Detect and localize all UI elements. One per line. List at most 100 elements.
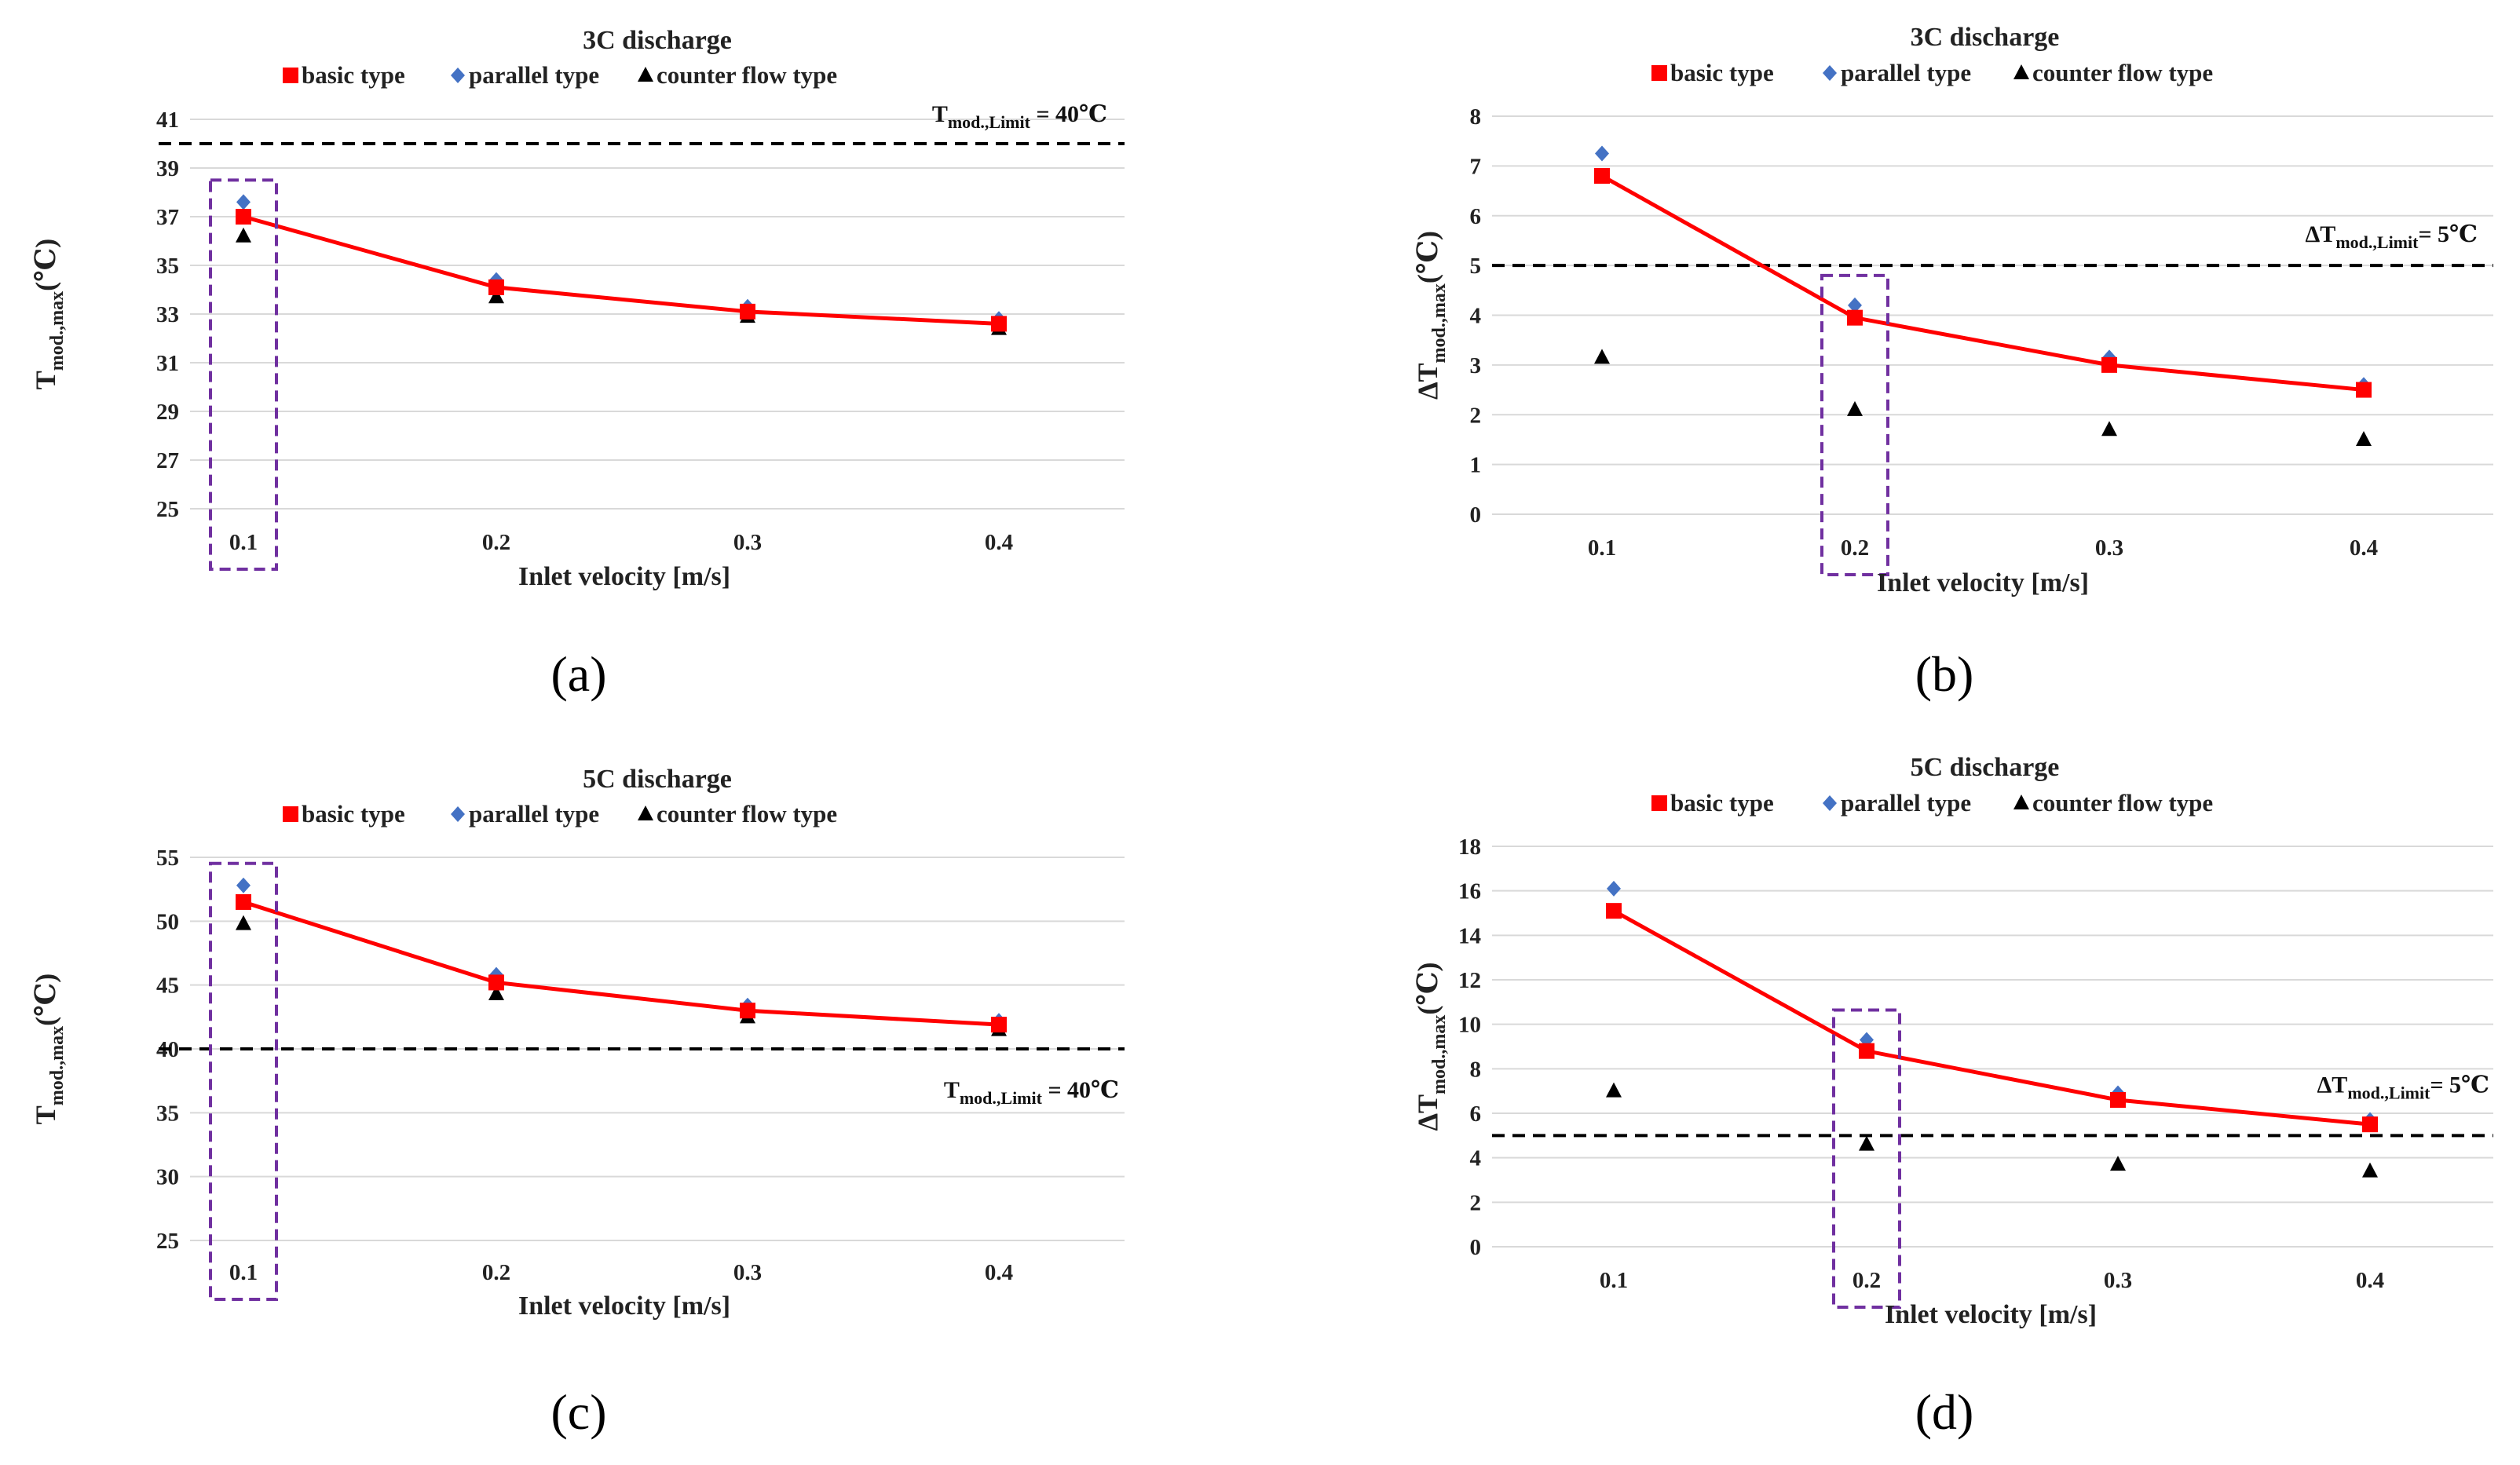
highlight-box	[1820, 273, 1889, 576]
panel-label: (a)	[550, 646, 606, 702]
y-tick-label: 5	[1470, 254, 1482, 279]
legend-label: basic type	[302, 800, 405, 827]
y-tick-label: 6	[1470, 204, 1482, 229]
data-point-basic-type	[740, 1003, 755, 1019]
data-point-counter-flow-type	[1606, 1082, 1622, 1098]
y-tick-label: 31	[156, 351, 179, 376]
limit-label: Tmod.,Limit = 40℃	[932, 101, 1107, 132]
y-tick-label: 16	[1458, 879, 1481, 904]
data-point-basic-type	[236, 893, 251, 910]
y-tick-label: 25	[156, 497, 179, 522]
series-line-basic-type	[1600, 174, 2365, 393]
y-tick-label: 8	[1470, 104, 1482, 130]
x-tick-label: 0.3	[733, 1260, 762, 1285]
x-axis-label: Inlet velocity [m/s]	[1877, 568, 2089, 597]
y-tick-label: 7	[1470, 154, 1482, 179]
limit-label: ΔTmod.,Limit= 5℃	[2306, 221, 2478, 252]
x-tick-label: 0.2	[1853, 1268, 1881, 1293]
x-axis-label: Inlet velocity [m/s]	[518, 1291, 730, 1321]
legend-label: counter flow type	[657, 61, 837, 89]
chart-title: 3C discharge	[583, 26, 732, 55]
legend-marker-diamond	[1823, 795, 1837, 811]
y-tick-label: 30	[156, 1165, 179, 1190]
legend-marker-square	[1651, 795, 1667, 811]
data-point-basic-type	[991, 1017, 1007, 1033]
series-line-basic-type	[243, 900, 1000, 1027]
data-point-counter-flow-type	[1594, 349, 1610, 364]
y-axis-label: ΔTmod.,max(℃)	[1412, 231, 1450, 400]
y-tick-label: 0	[1470, 1235, 1482, 1260]
legend-label: basic type	[1670, 789, 1774, 817]
legend-marker-triangle	[2013, 64, 2029, 79]
y-tick-label: 55	[156, 846, 179, 871]
y-tick-label: 2	[1470, 403, 1482, 428]
legend-label: parallel type	[1841, 59, 1971, 86]
data-point-parallel-type	[1848, 297, 1862, 313]
y-tick-label: 29	[156, 400, 179, 425]
data-point-basic-type	[1594, 168, 1610, 184]
y-tick-label: 35	[156, 1101, 179, 1126]
x-tick-label: 0.1	[229, 530, 258, 555]
legend: basic type parallel type counter flow type	[283, 61, 837, 89]
legend-marker-square	[1651, 65, 1667, 81]
data-point-counter-flow-type	[1847, 400, 1863, 416]
chart-title: 3C discharge	[1911, 23, 2060, 52]
y-tick-label: 6	[1470, 1101, 1482, 1127]
panel-label: (b)	[1915, 646, 1974, 702]
legend-label: basic type	[302, 61, 405, 89]
legend-marker-triangle	[638, 67, 653, 82]
legend: basic type parallel type counter flow type	[1651, 789, 2213, 817]
y-tick-label: 25	[156, 1229, 179, 1254]
y-tick-label: 18	[1458, 835, 1481, 860]
x-tick-label: 0.4	[985, 1260, 1013, 1285]
data-point-counter-flow-type	[2356, 430, 2372, 446]
x-tick-label: 0.4	[2350, 535, 2378, 561]
legend-marker-diamond	[1823, 65, 1837, 81]
legend-label: counter flow type	[2032, 59, 2213, 86]
data-point-parallel-type	[236, 194, 251, 210]
series-line-basic-type	[1612, 908, 2371, 1127]
y-tick-label: 37	[156, 205, 179, 230]
x-tick-label: 0.2	[482, 1260, 510, 1285]
limit-label: ΔTmod.,Limit= 5℃	[2317, 1072, 2490, 1102]
data-point-counter-flow-type	[2362, 1162, 2378, 1178]
x-tick-label: 0.1	[229, 1260, 258, 1285]
x-tick-label: 0.3	[733, 530, 762, 555]
x-tick-label: 0.4	[2356, 1268, 2384, 1293]
y-tick-label: 35	[156, 254, 179, 279]
data-point-counter-flow-type	[236, 227, 251, 243]
y-axis-label: ΔTmod.,max(℃)	[1412, 962, 1450, 1131]
legend-marker-square	[283, 68, 298, 83]
data-point-basic-type	[2110, 1092, 2126, 1108]
data-point-basic-type	[488, 279, 504, 295]
y-axis-label: Tmod.,max(℃)	[30, 974, 68, 1124]
data-point-basic-type	[236, 209, 251, 225]
series-line-basic-type	[243, 214, 1000, 326]
y-tick-label: 4	[1470, 1146, 1482, 1171]
data-point-parallel-type	[236, 877, 251, 893]
data-point-basic-type	[1847, 309, 1863, 326]
data-point-basic-type	[2101, 356, 2117, 373]
highlight-box	[1832, 1008, 1901, 1309]
legend-label: parallel type	[1841, 789, 1971, 817]
data-point-counter-flow-type	[236, 915, 251, 930]
data-point-basic-type	[2356, 382, 2372, 398]
chart-title: 5C discharge	[1911, 753, 2060, 782]
x-tick-label: 0.2	[1841, 535, 1869, 561]
x-tick-label: 0.3	[2095, 535, 2123, 561]
legend-label: counter flow type	[2032, 789, 2213, 817]
y-tick-label: 8	[1470, 1057, 1482, 1082]
x-tick-label: 0.2	[482, 530, 510, 555]
legend-marker-diamond	[451, 68, 465, 83]
data-point-basic-type	[488, 974, 504, 991]
chart-panel-b: 0 1 2 3 4 5 6 7 8 0.1 0.2 0.3 0.4 3C discharge basic t…	[1412, 23, 2493, 702]
y-tick-label: 1	[1470, 453, 1482, 478]
legend-label: counter flow type	[657, 800, 837, 827]
data-point-basic-type	[1606, 903, 1622, 919]
chart-panel-a: 25 27 29 31 33 35 37 39 41 0.1 0.2 0.3 0.4 3C dischar…	[30, 26, 1125, 702]
limit-label: Tmod.,Limit = 40℃	[944, 1077, 1119, 1108]
x-axis-label: Inlet velocity [m/s]	[518, 562, 730, 591]
highlight-box	[209, 861, 278, 1301]
legend-marker-triangle	[638, 806, 653, 820]
legend-label: parallel type	[469, 61, 599, 89]
